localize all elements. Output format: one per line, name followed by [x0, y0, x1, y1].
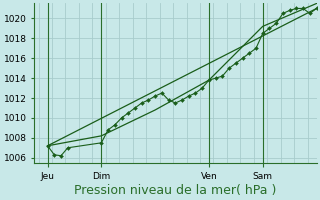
X-axis label: Pression niveau de la mer( hPa ): Pression niveau de la mer( hPa ) [74, 184, 276, 197]
